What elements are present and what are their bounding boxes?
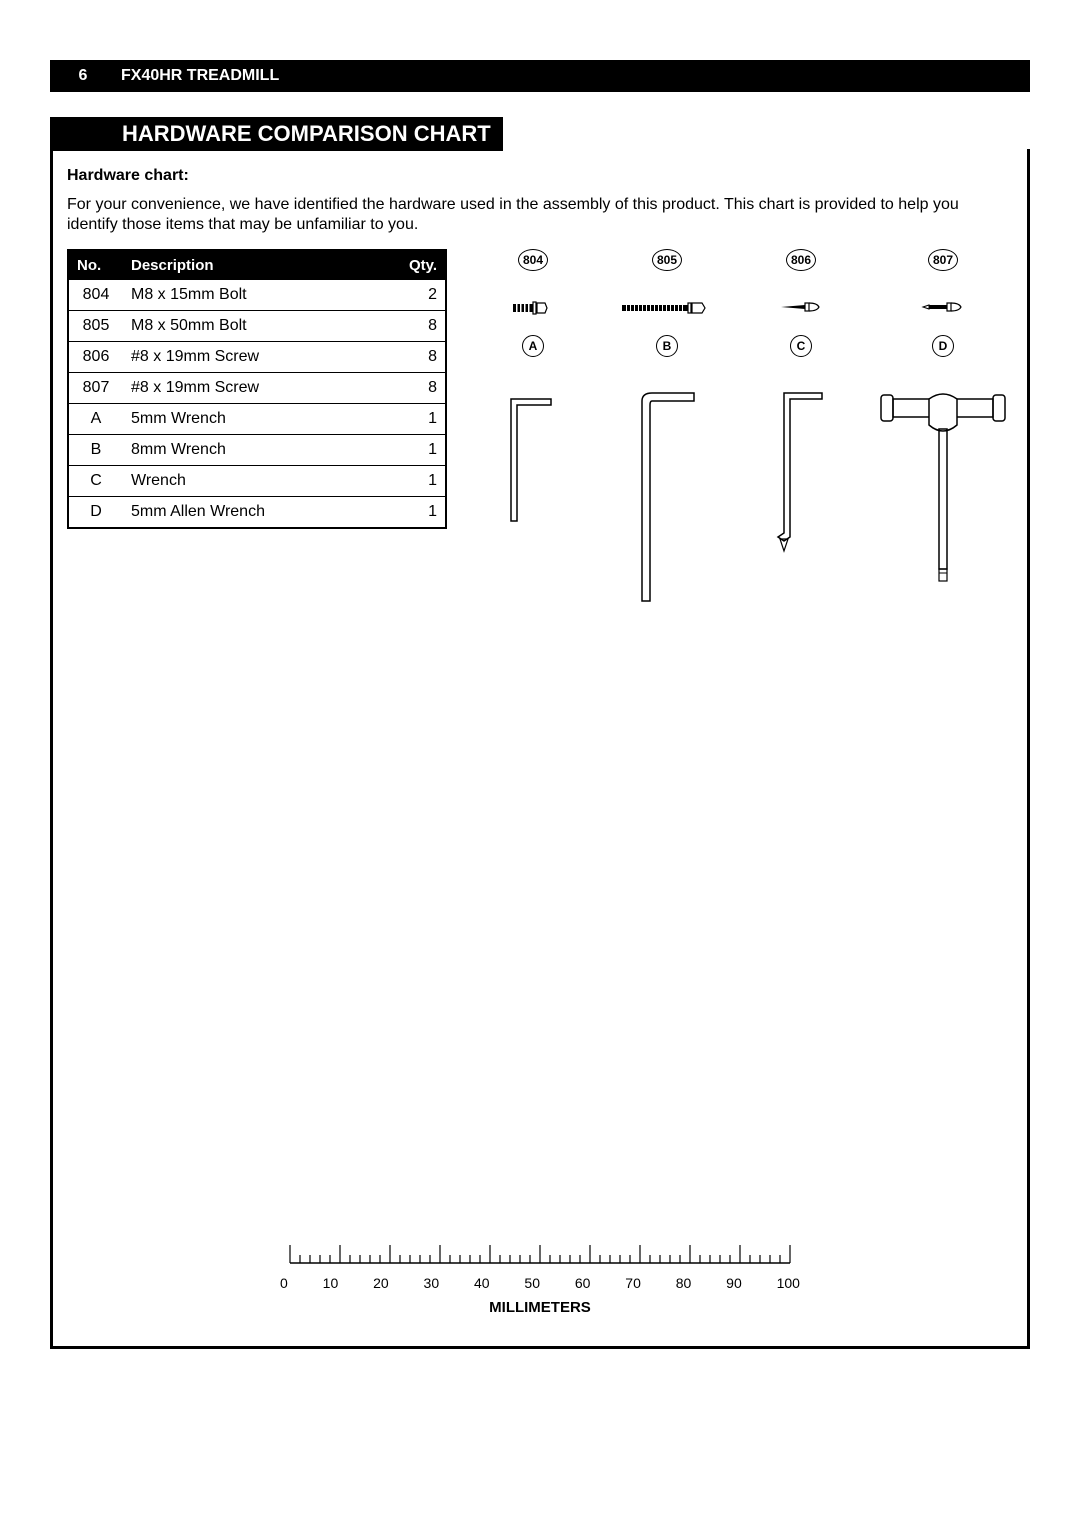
cell-qty: 8: [396, 373, 446, 404]
ruler-icon: [280, 1233, 800, 1273]
tick-label: 60: [575, 1275, 591, 1291]
ruler: 0 10 20 30 40 50 60 70 80 90 100 MILLIME…: [53, 1233, 1027, 1316]
section-title: HARDWARE COMPARISON CHART: [110, 117, 503, 151]
diagram-A: A: [471, 335, 595, 607]
cell-desc: #8 x 19mm Screw: [123, 373, 396, 404]
cell-desc: M8 x 15mm Bolt: [123, 280, 396, 311]
cell-desc: M8 x 50mm Bolt: [123, 311, 396, 342]
header-bar: 6 FX40HR TREADMILL: [50, 60, 1030, 92]
cell-no: 806: [68, 342, 123, 373]
cell-no: 805: [68, 311, 123, 342]
cell-no: D: [68, 497, 123, 529]
table-row: D5mm Allen Wrench1: [68, 497, 446, 529]
wrench-icon: [766, 387, 836, 557]
callout-A: A: [522, 335, 544, 357]
table-row: 805M8 x 50mm Bolt8: [68, 311, 446, 342]
tick-label: 100: [777, 1275, 800, 1291]
page-number: 6: [53, 67, 113, 85]
diagram-B: B: [605, 335, 729, 607]
table-row: 807#8 x 19mm Screw8: [68, 373, 446, 404]
diagram-805: 805: [605, 249, 729, 315]
ruler-tick-labels: 0 10 20 30 40 50 60 70 80 90 100: [280, 1275, 800, 1291]
cell-qty: 8: [396, 342, 446, 373]
page: 6 FX40HR TREADMILL HARDWARE COMPARISON C…: [0, 0, 1080, 1399]
tick-label: 30: [424, 1275, 440, 1291]
t-handle-allen-icon: [873, 387, 1013, 587]
cell-no: 807: [68, 373, 123, 404]
diagram-804: 804: [471, 249, 595, 315]
callout-D: D: [932, 335, 954, 357]
col-desc: Description: [123, 250, 396, 280]
diagram-806: 806: [739, 249, 863, 315]
cell-qty: 1: [396, 466, 446, 497]
hex-key-icon: [503, 387, 563, 527]
screw-icon: [921, 301, 965, 313]
cell-desc: 5mm Allen Wrench: [123, 497, 396, 529]
diagram-area: 804 805: [471, 249, 1013, 607]
tick-label: 70: [625, 1275, 641, 1291]
cell-qty: 2: [396, 280, 446, 311]
hardware-table: No. Description Qty. 804M8 x 15mm Bolt2 …: [67, 249, 447, 529]
cell-no: A: [68, 404, 123, 435]
content-frame: Hardware chart: For your convenience, we…: [50, 149, 1030, 1349]
sub-heading: Hardware chart:: [67, 167, 1013, 185]
tick-label: 20: [373, 1275, 389, 1291]
cell-qty: 1: [396, 435, 446, 466]
callout-806: 806: [786, 249, 816, 271]
tick-label: 10: [323, 1275, 339, 1291]
main-layout: No. Description Qty. 804M8 x 15mm Bolt2 …: [67, 249, 1013, 607]
cell-qty: 1: [396, 497, 446, 529]
sub-heading-text: Hardware chart:: [67, 167, 189, 184]
diagram-C: C: [739, 335, 863, 607]
tick-label: 50: [524, 1275, 540, 1291]
cell-no: C: [68, 466, 123, 497]
tick-label: 80: [676, 1275, 692, 1291]
product-title: FX40HR TREADMILL: [113, 67, 279, 85]
ruler-label: MILLIMETERS: [489, 1299, 591, 1316]
diagram-D: D: [873, 335, 1013, 607]
tick-label: 40: [474, 1275, 490, 1291]
bolt-icon: [622, 301, 712, 315]
callout-804: 804: [518, 249, 548, 271]
cell-qty: 1: [396, 404, 446, 435]
cell-desc: 5mm Wrench: [123, 404, 396, 435]
diagram-807: 807: [873, 249, 1013, 315]
cell-no: 804: [68, 280, 123, 311]
table-row: A5mm Wrench1: [68, 404, 446, 435]
screw-icon: [779, 301, 823, 313]
table-row: 804M8 x 15mm Bolt2: [68, 280, 446, 311]
cell-desc: #8 x 19mm Screw: [123, 342, 396, 373]
cell-desc: 8mm Wrench: [123, 435, 396, 466]
table-row: B8mm Wrench1: [68, 435, 446, 466]
tick-label: 0: [280, 1275, 288, 1291]
section-title-lead: [50, 117, 110, 151]
callout-807: 807: [928, 249, 958, 271]
cell-qty: 8: [396, 311, 446, 342]
callout-C: C: [790, 335, 812, 357]
tick-label: 90: [726, 1275, 742, 1291]
callout-805: 805: [652, 249, 682, 271]
col-qty: Qty.: [396, 250, 446, 280]
cell-no: B: [68, 435, 123, 466]
table-row: 806#8 x 19mm Screw8: [68, 342, 446, 373]
diagram-grid: 804 805: [471, 249, 1013, 607]
intro-paragraph: For your convenience, we have identified…: [67, 195, 1013, 235]
col-no: No.: [68, 250, 123, 280]
table-header-row: No. Description Qty.: [68, 250, 446, 280]
table-row: CWrench1: [68, 466, 446, 497]
hex-key-icon: [632, 387, 702, 607]
section-title-row: HARDWARE COMPARISON CHART: [50, 117, 1030, 151]
bolt-icon: [513, 301, 553, 315]
callout-B: B: [656, 335, 678, 357]
cell-desc: Wrench: [123, 466, 396, 497]
